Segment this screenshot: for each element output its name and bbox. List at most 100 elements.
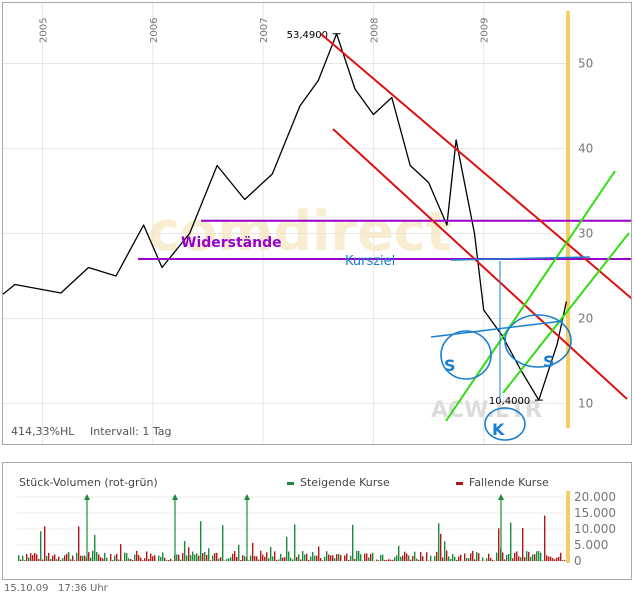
volume-spike-arrow [84,494,90,500]
legend-up-marker [287,482,294,485]
timestamp-time: 17:36 Uhr [58,583,108,594]
volume-bar [560,552,562,561]
volume-bar [62,558,64,561]
volume-bar [350,555,352,561]
volume-bar [196,553,198,561]
volume-bar [524,557,526,561]
volume-bar [516,551,518,561]
volume-bar [236,556,238,561]
volume-bar [438,523,440,561]
volume-bar [186,555,188,561]
volume-bar [300,559,302,561]
volume-bar [32,555,34,561]
volume-bar [50,558,52,561]
x-tick-label: 2005 [39,18,50,43]
volume-bar [298,554,300,561]
volume-bar [192,551,194,561]
volume-bar [540,552,542,561]
volume-bar [134,554,136,561]
volume-bar [104,552,106,561]
x-tick-label: 2008 [369,18,380,43]
volume-bar [252,542,254,561]
volume-bar [514,552,516,561]
volume-bar [212,555,214,561]
volume-bar [386,560,388,561]
volume-bar [150,553,152,561]
volume-bar [276,559,278,561]
volume-bar [218,558,220,561]
volume-bar [188,547,190,561]
volume-bar [284,557,286,561]
volume-bar [202,553,204,561]
volume-bar [168,560,170,561]
volume-bar [546,555,548,561]
volume-bar [40,531,42,561]
volume-bar [496,552,498,561]
volume-bar [130,558,132,561]
volume-bar [180,559,182,561]
volume-bar [234,551,236,561]
volume-bar [154,555,156,561]
volume-bar [498,528,500,561]
volume-bar [314,555,316,561]
volume-bar [352,524,354,561]
volume-bar [270,546,272,561]
volume-bar [82,555,84,561]
volume-tick-label: 0 [574,554,582,568]
volume-bar [446,550,448,561]
volume-spike-arrow [244,494,250,500]
low-value-label: 10,4000 [489,396,530,407]
volume-bar [504,559,506,561]
volume-bar [78,526,80,561]
volume-bar [254,556,256,561]
volume-title: Stück-Volumen (rot-grün) [19,476,158,489]
volume-bar [440,533,442,561]
volume-bar [458,556,460,561]
volume-bar [476,552,478,561]
volume-bar [332,555,334,561]
volume-bar [200,521,202,561]
volume-bar [92,550,94,561]
volume-bar [526,551,528,561]
price-chart: 2005 2006 2007 2008 20091020304050comdirectA… [3,3,631,444]
volume-bar [42,559,44,561]
volume-bar [302,551,304,561]
volume-bar [542,560,544,561]
volume-bar [128,558,130,561]
volume-bar [390,559,392,561]
volume-bar [388,559,390,561]
volume-bar [152,556,154,561]
volume-bar [418,559,420,561]
price-chart-panel: 2005 2006 2007 2008 2009 10 20 30 40 50 comdirect A… [2,2,632,445]
volume-bar [348,559,350,561]
volume-bar [274,551,276,561]
volume-bar [338,553,340,561]
uptrend-upper [445,170,616,422]
volume-bar [354,558,356,561]
volume-bar [280,553,282,561]
volume-bar [406,553,408,561]
volume-bar [426,552,428,561]
volume-bar [268,558,270,561]
volume-bar [322,560,324,561]
pattern-label-s-right: S [543,352,555,371]
volume-bar [230,557,232,561]
volume-bar [470,553,472,561]
volume-bar [100,557,102,561]
volume-bar [56,559,58,561]
volume-bar [146,551,148,561]
volume-bar [26,553,28,561]
volume-bar [544,515,546,561]
volume-bar [24,560,26,561]
volume-bar [118,559,120,561]
legend-down-label: Fallende Kurse [469,476,549,489]
volume-bar [158,555,160,561]
volume-bar [376,559,378,561]
volume-bar [380,555,382,561]
volume-bar [324,556,326,561]
volume-bar [90,557,92,561]
volume-bar [474,559,476,561]
volume-bar [80,555,82,561]
volume-bar [396,555,398,561]
volume-bar [532,554,534,561]
